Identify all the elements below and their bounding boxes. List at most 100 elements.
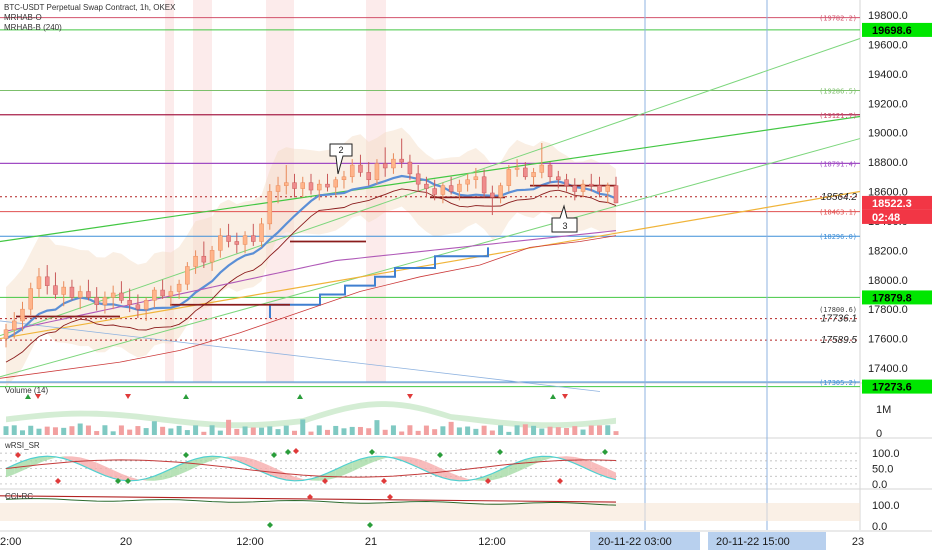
volume-bar[interactable] [102, 425, 108, 435]
candle[interactable] [176, 283, 182, 292]
volume-bar[interactable] [118, 425, 124, 435]
candle[interactable] [209, 250, 215, 263]
candle[interactable] [308, 182, 314, 191]
candle[interactable] [547, 164, 553, 178]
volume-bar[interactable] [481, 425, 487, 435]
time-highlight-badge[interactable] [590, 532, 700, 550]
volume-bar[interactable] [283, 425, 289, 435]
candle[interactable] [86, 291, 91, 298]
candle[interactable] [143, 300, 149, 310]
volume-bar[interactable] [423, 425, 429, 435]
candle[interactable] [382, 163, 388, 169]
candle[interactable] [572, 185, 578, 192]
volume-bar[interactable] [498, 425, 504, 435]
candle[interactable] [102, 297, 108, 306]
volume-bar[interactable] [506, 431, 512, 435]
candle[interactable] [341, 176, 347, 180]
candle[interactable] [473, 176, 479, 180]
volume-bar[interactable] [366, 428, 372, 435]
volume-bar[interactable] [473, 428, 479, 435]
candle[interactable] [77, 291, 83, 298]
volume-bar[interactable] [11, 425, 17, 435]
volume-bar[interactable] [324, 429, 330, 435]
volume-bar[interactable] [555, 427, 561, 435]
volume-bar[interactable] [605, 425, 611, 435]
volume-bar[interactable] [341, 428, 347, 435]
volume-bar[interactable] [300, 419, 306, 435]
volume-bar[interactable] [547, 426, 553, 435]
trend-line[interactable] [0, 38, 861, 337]
volume-bar[interactable] [135, 426, 141, 435]
volume-bar[interactable] [168, 428, 174, 435]
volume-bar[interactable] [539, 428, 545, 435]
candle[interactable] [490, 192, 495, 198]
volume-bar[interactable] [36, 428, 42, 435]
candle[interactable] [457, 183, 462, 192]
price-badge[interactable] [862, 379, 932, 394]
trend-line[interactable] [0, 115, 861, 243]
candle[interactable] [69, 286, 75, 298]
candle[interactable] [201, 255, 207, 263]
volume-bar[interactable] [588, 425, 594, 435]
candle[interactable] [119, 292, 124, 301]
volume-bar[interactable] [209, 425, 215, 435]
volume-bar[interactable] [52, 427, 58, 435]
volume-bar[interactable] [85, 425, 91, 435]
main-price-pane[interactable]: (19782.2) (19286.5) (19121.7) (18791.4) (184… [0, 0, 932, 530]
candle[interactable] [168, 291, 174, 297]
candle[interactable] [556, 176, 561, 180]
candle[interactable] [185, 266, 190, 285]
volume-bar[interactable] [143, 428, 149, 435]
volume-bar[interactable] [19, 430, 25, 435]
volume-bar[interactable] [382, 429, 388, 435]
trend-line[interactable] [0, 138, 861, 378]
candle[interactable] [226, 235, 231, 242]
candle[interactable] [415, 173, 421, 185]
candle[interactable] [3, 329, 9, 339]
volume-bar[interactable] [28, 425, 34, 435]
candle[interactable] [597, 185, 602, 192]
volume-bar[interactable] [160, 426, 166, 435]
volume-bar[interactable] [399, 431, 405, 435]
volume-bar[interactable] [522, 424, 528, 435]
volume-bar[interactable] [201, 431, 207, 435]
candle[interactable] [61, 286, 66, 295]
price-badge[interactable] [862, 290, 932, 305]
volume-bar[interactable] [267, 426, 273, 435]
volume-bar[interactable] [440, 426, 446, 435]
candle[interactable] [259, 223, 264, 242]
candle[interactable] [333, 179, 338, 188]
volume-bar[interactable] [448, 421, 454, 435]
candle[interactable] [514, 167, 520, 170]
volume-bar[interactable] [580, 429, 586, 435]
volume-bar[interactable] [357, 426, 363, 435]
volume-bar[interactable] [151, 421, 157, 435]
candle[interactable] [152, 289, 157, 301]
volume-bar[interactable] [349, 426, 355, 435]
candle[interactable] [531, 172, 536, 178]
volume-bar[interactable] [69, 426, 75, 435]
candle[interactable] [94, 297, 99, 306]
candle[interactable] [424, 183, 429, 189]
price-badge[interactable] [862, 195, 932, 210]
volume-bar[interactable] [193, 425, 199, 435]
candle[interactable] [193, 255, 198, 267]
volume-bar[interactable] [407, 425, 413, 435]
candle[interactable] [580, 183, 586, 192]
price-badge[interactable] [862, 22, 932, 37]
cci-pane[interactable]: 100.0 0.0 [0, 494, 900, 533]
trend-line[interactable] [0, 190, 861, 340]
candle[interactable] [325, 183, 330, 188]
volume-bar[interactable] [308, 431, 314, 435]
volume-bar[interactable] [250, 427, 256, 435]
candle[interactable] [498, 185, 503, 198]
candle[interactable] [432, 188, 437, 195]
volume-bar[interactable] [61, 427, 67, 435]
candle[interactable] [267, 191, 273, 225]
candle[interactable] [374, 163, 380, 180]
candle[interactable] [110, 292, 116, 298]
volume-bar[interactable] [514, 425, 520, 435]
candle[interactable] [36, 276, 42, 289]
candle[interactable] [292, 182, 297, 189]
candle[interactable] [399, 158, 404, 163]
